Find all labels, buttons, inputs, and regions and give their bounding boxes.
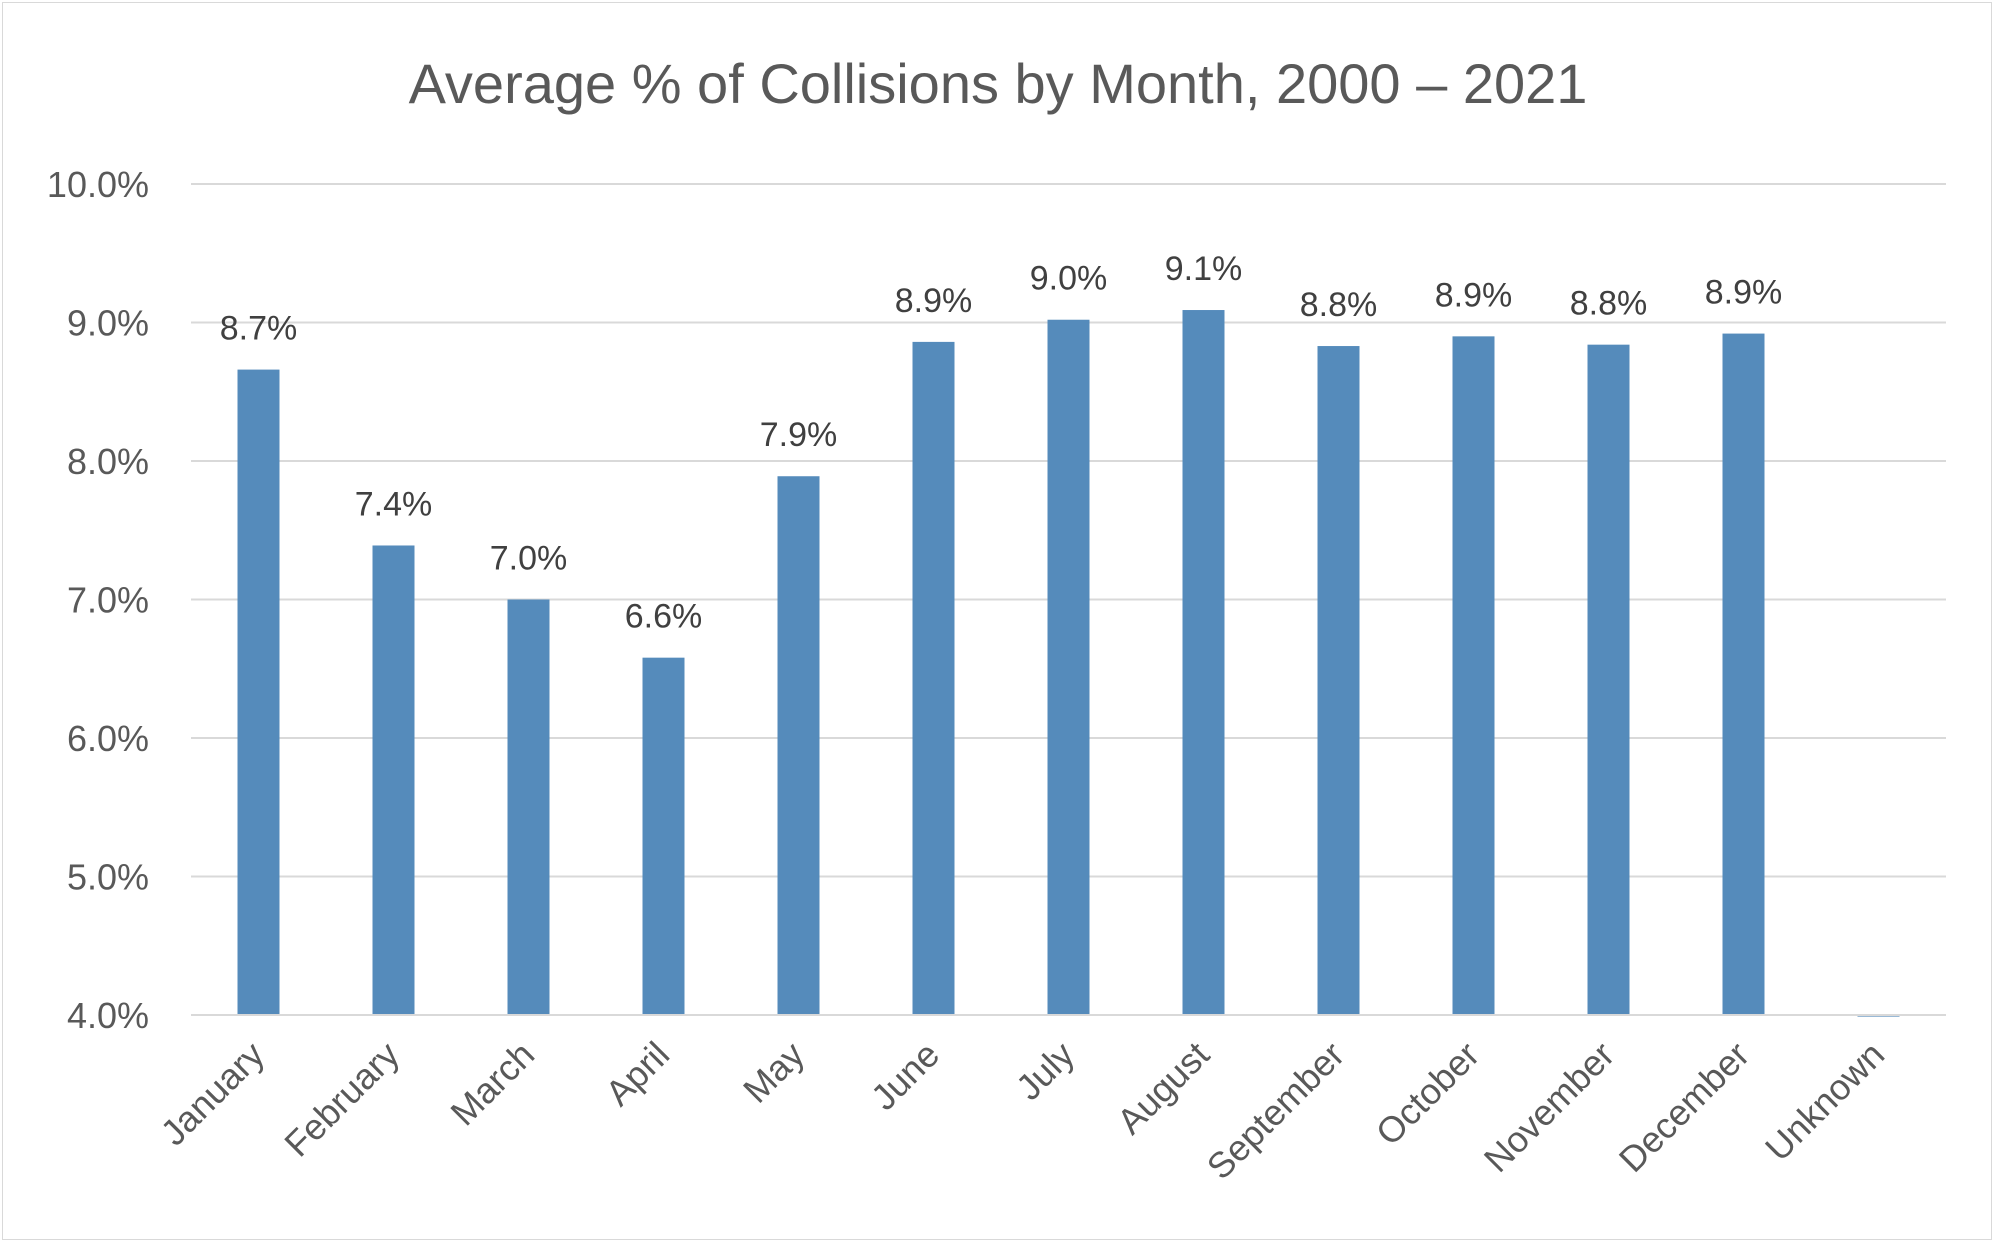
y-tick-label: 9.0% <box>67 303 149 344</box>
y-tick-label: 6.0% <box>67 718 149 759</box>
x-tick-label-june: June <box>863 1034 947 1118</box>
bar-december <box>1722 333 1765 1016</box>
y-tick-label: 4.0% <box>67 995 149 1036</box>
bar-september <box>1317 346 1360 1015</box>
data-label-september: 8.8% <box>1300 286 1378 324</box>
x-tick-label-may: May <box>735 1034 812 1111</box>
data-label-may: 7.9% <box>760 416 838 454</box>
x-tick-label-april: April <box>597 1034 677 1114</box>
x-tick-label-unknown: Unknown <box>1757 1034 1892 1169</box>
data-label-june: 8.9% <box>895 282 973 320</box>
x-tick-label-july: July <box>1008 1034 1082 1108</box>
bar-april <box>642 657 685 1015</box>
data-label-february: 7.4% <box>355 485 433 523</box>
y-tick-label: 7.0% <box>67 580 149 621</box>
y-axis-tick-labels: 4.0% 5.0% 6.0% 7.0% 8.0% 9.0% 10.0% <box>47 164 149 1036</box>
x-tick-label-february: February <box>276 1034 407 1165</box>
x-tick-label-march: March <box>442 1034 542 1134</box>
bar-august <box>1182 310 1225 1015</box>
x-tick-label-november: November <box>1476 1034 1622 1180</box>
x-tick-label-october: October <box>1368 1034 1488 1154</box>
data-label-april: 6.6% <box>625 598 703 636</box>
x-tick-label-january: January <box>153 1034 273 1154</box>
data-label-november: 8.8% <box>1570 285 1648 323</box>
data-label-july: 9.0% <box>1030 260 1108 298</box>
y-tick-label: 5.0% <box>67 857 149 898</box>
data-label-march: 7.0% <box>490 540 568 578</box>
bar-chart: Average % of Collisions by Month, 2000 –… <box>47 52 1946 1188</box>
bars <box>237 310 1900 1017</box>
bar-may <box>777 476 820 1015</box>
bar-june <box>912 341 955 1015</box>
bar-november <box>1587 344 1630 1015</box>
x-axis-category-labels: January February March April May June July Augu… <box>153 1034 1893 1188</box>
data-labels: 8.7% 7.4% 7.0% 6.6% 7.9% 8.9% 9.0% 9.1% 8.8% 8.9%… <box>220 250 1783 636</box>
y-tick-label: 10.0% <box>47 164 149 205</box>
x-tick-label-august: August <box>1109 1034 1217 1142</box>
y-tick-label: 8.0% <box>67 441 149 482</box>
bar-january <box>237 369 280 1016</box>
bar-march <box>507 599 550 1015</box>
bar-february <box>372 545 415 1015</box>
x-tick-label-september: September <box>1199 1034 1353 1188</box>
data-label-january: 8.7% <box>220 310 298 348</box>
chart-title: Average % of Collisions by Month, 2000 –… <box>409 52 1588 115</box>
bar-october <box>1452 336 1495 1016</box>
x-tick-label-december: December <box>1611 1034 1757 1180</box>
data-label-august: 9.1% <box>1165 250 1243 288</box>
data-label-october: 8.9% <box>1435 276 1513 314</box>
data-label-december: 8.9% <box>1705 274 1783 312</box>
bar-july <box>1047 319 1090 1016</box>
